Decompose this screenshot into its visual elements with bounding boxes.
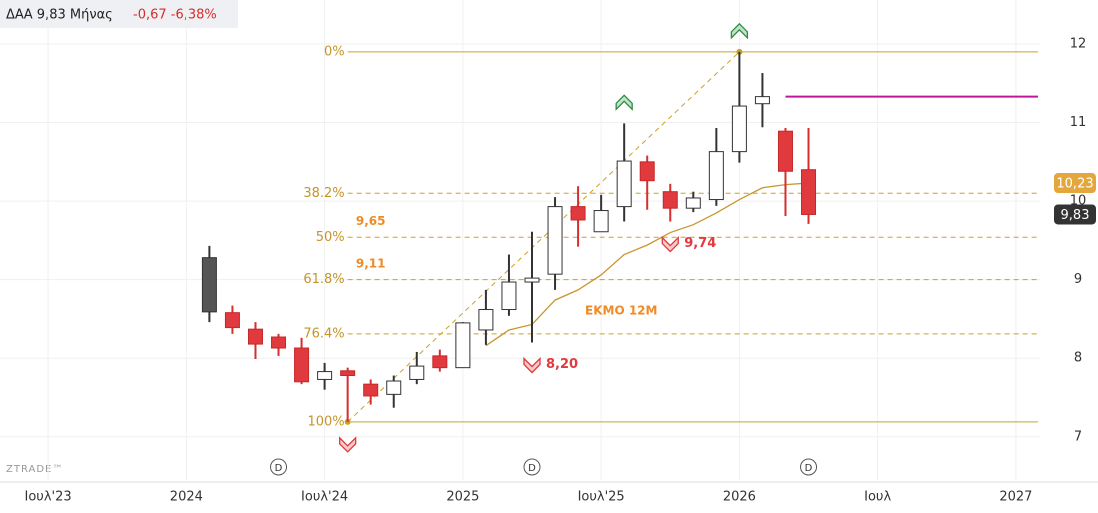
candle-body xyxy=(247,328,263,345)
candle-body xyxy=(570,206,586,221)
dividend-circle xyxy=(800,458,818,476)
dividend-label: D xyxy=(805,463,813,474)
y-tick-label: 11 xyxy=(1070,115,1087,130)
candle-body xyxy=(501,281,517,311)
candle-body xyxy=(639,161,655,182)
candle-body xyxy=(340,370,356,377)
candle-body xyxy=(616,160,632,208)
candle-body xyxy=(777,130,793,172)
x-tick-label: Ιουλ xyxy=(864,490,891,505)
candle-body xyxy=(478,309,494,331)
candle-body xyxy=(524,277,540,283)
candle-body xyxy=(294,347,310,383)
price-label-box xyxy=(1054,204,1096,225)
pivot-label: 9,74 xyxy=(684,236,716,251)
candle-body xyxy=(409,365,425,380)
moving-average xyxy=(485,182,809,347)
candle-body xyxy=(317,371,333,380)
y-tick-label: 8 xyxy=(1074,351,1082,366)
candle-body xyxy=(363,383,379,397)
candle-body xyxy=(754,96,770,105)
fib-label: 0% xyxy=(324,44,345,59)
fib-label: 50% xyxy=(316,230,345,245)
dividend-circle xyxy=(523,458,541,476)
candle-body xyxy=(593,210,609,233)
pivot-low xyxy=(661,235,679,253)
candle-body xyxy=(201,257,217,313)
level-label: 9,65 xyxy=(356,214,386,228)
x-tick-label: 2027 xyxy=(999,490,1032,505)
candle-body xyxy=(731,105,747,153)
header-title: ΔΑΑ 9,83 Μήνας xyxy=(6,8,113,23)
price-label: 10,23 xyxy=(1056,177,1093,192)
dividend-label: D xyxy=(275,463,283,474)
candle-body xyxy=(708,151,724,201)
pivot-low xyxy=(523,356,541,374)
price-label-box xyxy=(1054,173,1096,194)
x-tick-label: Ιουλ'23 xyxy=(25,490,72,505)
dividend-circle xyxy=(270,458,288,476)
fib-label: 38.2% xyxy=(303,186,344,201)
x-tick-label: Ιουλ'24 xyxy=(301,490,348,505)
candle-body xyxy=(271,336,287,349)
ma-label: ΕΚΜΟ 12Μ xyxy=(585,304,657,318)
candle-body xyxy=(662,191,678,209)
watermark: ZTRADE™ xyxy=(6,464,63,475)
candle-body xyxy=(455,322,471,369)
pivot-low xyxy=(339,436,357,453)
header-box xyxy=(0,0,238,28)
candle-body xyxy=(801,169,817,215)
fib-label: 61.8% xyxy=(303,272,344,287)
y-tick-label: 9 xyxy=(1074,272,1082,287)
header-change: -0,67 -6,38% xyxy=(133,8,217,23)
price-label: 9,83 xyxy=(1061,208,1090,223)
y-tick-label: 7 xyxy=(1074,429,1082,444)
pivot-high xyxy=(615,94,633,111)
x-tick-label: 2024 xyxy=(170,490,203,505)
fib-label: 76.4% xyxy=(303,326,344,341)
candle-body xyxy=(547,206,563,275)
fib-label: 100% xyxy=(307,414,344,429)
candle-body xyxy=(685,197,701,209)
pivot-high xyxy=(730,22,749,40)
candle-body xyxy=(386,380,402,395)
dividend-label: D xyxy=(528,463,536,474)
pivot-label: 8,20 xyxy=(546,357,578,372)
candle-body xyxy=(224,312,240,329)
candle-body xyxy=(432,355,448,369)
level-label: 9,11 xyxy=(356,257,386,271)
y-tick-label: 12 xyxy=(1070,36,1087,51)
x-tick-label: Ιουλ'25 xyxy=(578,490,625,505)
x-tick-label: 2026 xyxy=(723,490,756,505)
x-tick-label: 2025 xyxy=(446,490,479,505)
